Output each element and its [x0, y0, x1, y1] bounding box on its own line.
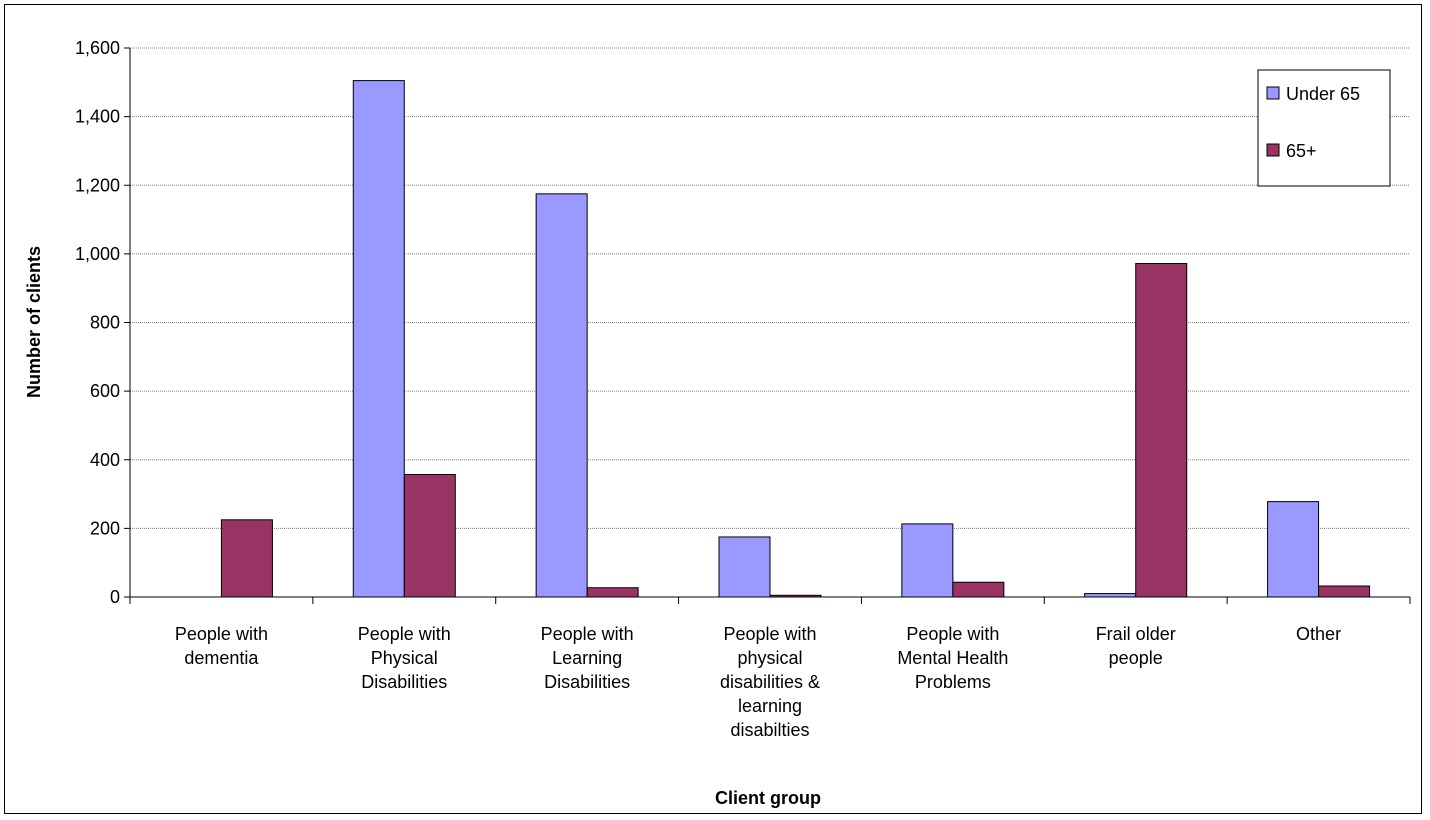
y-tick-label: 1,200 — [75, 175, 120, 195]
x-category-label: People with physical disabilities & learnin… — [720, 624, 820, 740]
bar-under-65 — [1084, 593, 1137, 598]
gridlines — [130, 47, 1410, 529]
x-category-label: People with Physical Disabilities — [358, 624, 451, 692]
legend-swatch — [1266, 143, 1280, 157]
y-axis-title: Number of clients — [24, 246, 44, 398]
bar-under-65 — [352, 80, 405, 598]
y-tick-label: 200 — [90, 518, 120, 538]
x-axis-title: Client group — [715, 788, 821, 808]
y-tick-label: 0 — [110, 587, 120, 607]
bar-under-65 — [535, 193, 588, 598]
legend: Under 65 65+ — [1257, 69, 1391, 187]
legend-swatch — [1266, 86, 1280, 100]
bar-65-plus — [952, 581, 1005, 598]
x-category-label: Other — [1296, 624, 1341, 644]
y-tick-label: 800 — [90, 313, 120, 333]
x-category-label: People with Learning Disabilities — [541, 624, 634, 692]
bar-under-65 — [718, 536, 771, 598]
bar-65-plus — [1135, 262, 1188, 598]
axes — [124, 47, 1411, 604]
legend-box — [1257, 69, 1391, 187]
bar-under-65 — [901, 523, 954, 598]
y-tick-label: 400 — [90, 450, 120, 470]
bar-65-plus — [586, 587, 639, 598]
tick-labels: 0 200 400 600 800 1,000 1,200 1,400 1,600 People … — [75, 38, 1341, 740]
x-category-label: Frail older people — [1096, 624, 1176, 668]
x-category-label: People with Mental Health Problems — [897, 624, 1008, 692]
bar-65-plus — [403, 474, 456, 598]
bar-65-plus — [220, 519, 273, 598]
legend-label: Under 65 — [1286, 84, 1360, 104]
bars — [220, 80, 1371, 598]
bar-under-65 — [1267, 501, 1320, 598]
y-tick-label: 1,000 — [75, 244, 120, 264]
legend-label: 65+ — [1286, 141, 1317, 161]
y-tick-label: 600 — [90, 381, 120, 401]
y-tick-label: 1,600 — [75, 38, 120, 58]
bar-65-plus — [1318, 585, 1371, 598]
y-tick-label: 1,400 — [75, 107, 120, 127]
x-category-label: People with dementia — [175, 624, 268, 668]
